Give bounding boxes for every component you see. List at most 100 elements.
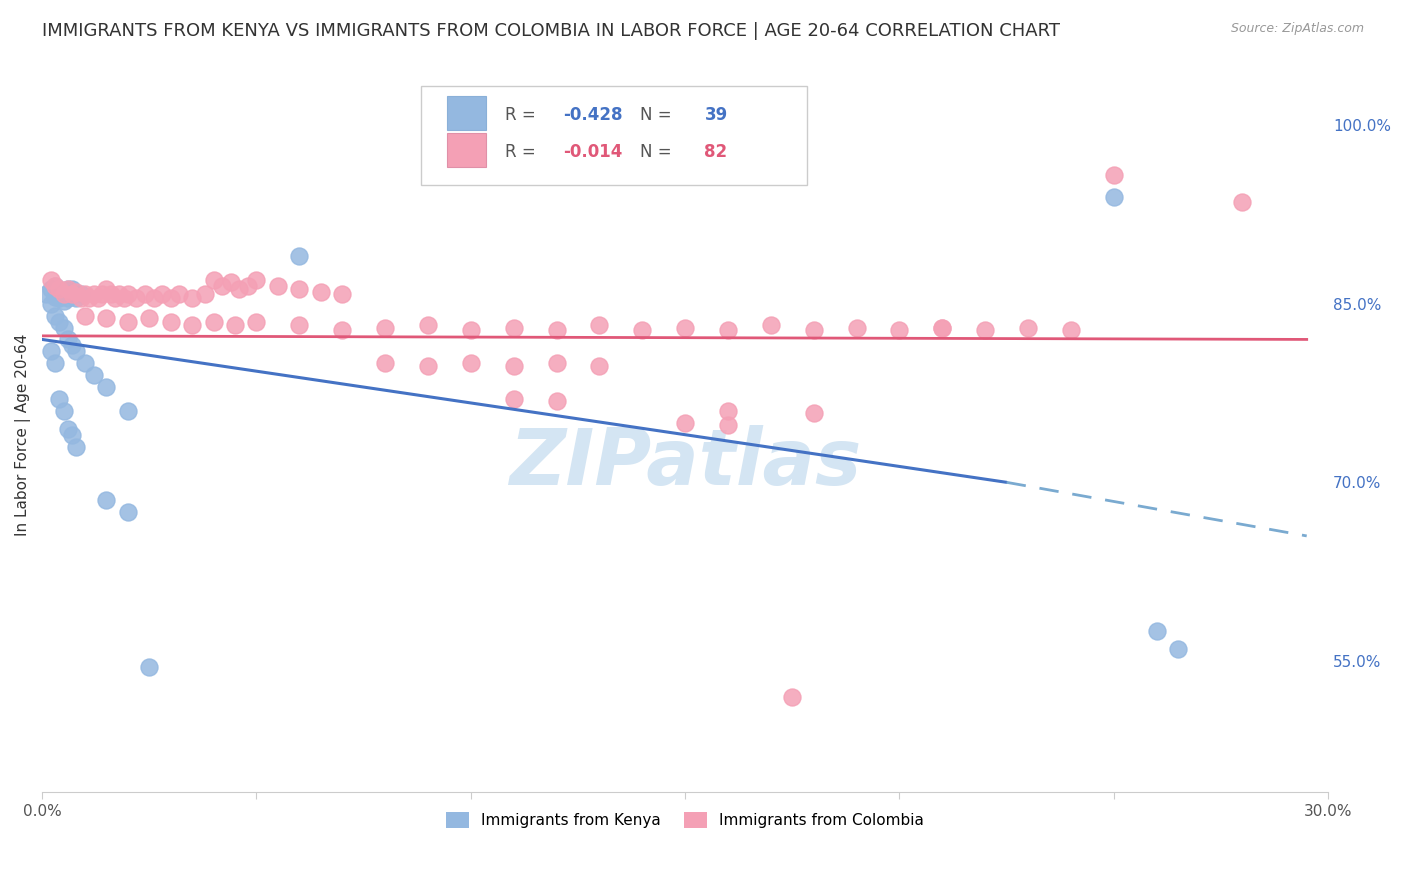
Point [69,291,91,305]
Point [48,392,70,406]
Point [56,333,79,347]
Point [52,320,75,334]
Point [194,287,217,301]
Point [39,273,62,287]
Point [546,323,568,337]
Point [65,344,87,359]
Point [309,285,332,299]
Point [288,318,311,333]
Point [181,318,204,333]
Point [588,359,610,373]
Point [60,427,83,442]
Text: N =: N = [640,143,678,161]
Point [138,310,160,325]
Point [96,493,118,508]
Point [460,112,482,127]
Point [108,287,131,301]
Point [44,278,66,293]
Point [224,318,246,333]
Point [228,282,250,296]
Point [588,318,610,333]
Text: 39: 39 [704,105,728,124]
Point [44,356,66,370]
Point [460,323,482,337]
Text: N =: N = [640,105,678,124]
FancyBboxPatch shape [447,133,486,168]
Point [211,278,233,293]
Point [117,505,139,519]
Point [112,291,135,305]
Point [60,282,83,296]
Point [56,282,79,296]
Point [52,294,75,309]
Point [245,315,267,329]
Point [181,291,204,305]
Point [236,278,259,293]
Point [39,282,62,296]
Point [142,291,165,305]
Point [104,291,127,305]
Text: Source: ZipAtlas.com: Source: ZipAtlas.com [1230,22,1364,36]
Point [1102,189,1125,203]
Point [889,323,911,337]
Point [330,287,353,301]
Point [52,287,75,301]
Point [134,287,156,301]
Point [44,309,66,323]
Point [502,359,524,373]
Point [117,287,139,301]
Point [44,278,66,293]
Point [96,282,118,296]
Point [1146,624,1168,639]
Point [202,315,225,329]
Point [48,315,70,329]
Point [330,323,353,337]
Point [416,359,439,373]
Point [245,273,267,287]
Point [100,287,122,301]
Point [65,440,87,454]
Point [52,404,75,418]
Point [48,291,70,305]
Point [546,356,568,370]
Point [202,273,225,287]
Text: 82: 82 [704,143,727,161]
Point [782,690,804,704]
Point [673,320,696,334]
Point [1232,195,1254,210]
Point [48,282,70,296]
Point [39,344,62,359]
Point [73,287,96,301]
Point [125,291,148,305]
Y-axis label: In Labor Force | Age 20-64: In Labor Force | Age 20-64 [15,334,31,536]
Point [138,660,160,674]
Point [60,338,83,352]
Point [374,320,396,334]
Point [52,287,75,301]
Point [60,287,83,301]
Point [96,310,118,325]
Point [374,356,396,370]
Point [673,416,696,430]
Point [87,291,110,305]
Point [56,422,79,436]
Point [267,278,290,293]
Point [159,291,181,305]
Text: -0.428: -0.428 [562,105,623,124]
Text: IMMIGRANTS FROM KENYA VS IMMIGRANTS FROM COLOMBIA IN LABOR FORCE | AGE 20-64 COR: IMMIGRANTS FROM KENYA VS IMMIGRANTS FROM… [42,22,1060,40]
Point [717,404,740,418]
Point [717,418,740,433]
Text: ZIPatlas: ZIPatlas [509,425,862,501]
Point [416,318,439,333]
FancyBboxPatch shape [422,86,807,185]
Point [1102,168,1125,182]
Point [974,323,997,337]
Point [96,380,118,394]
Point [83,368,105,383]
Point [1060,323,1083,337]
Point [117,404,139,418]
Point [65,285,87,299]
Point [91,287,114,301]
Point [717,323,740,337]
Point [803,406,825,420]
